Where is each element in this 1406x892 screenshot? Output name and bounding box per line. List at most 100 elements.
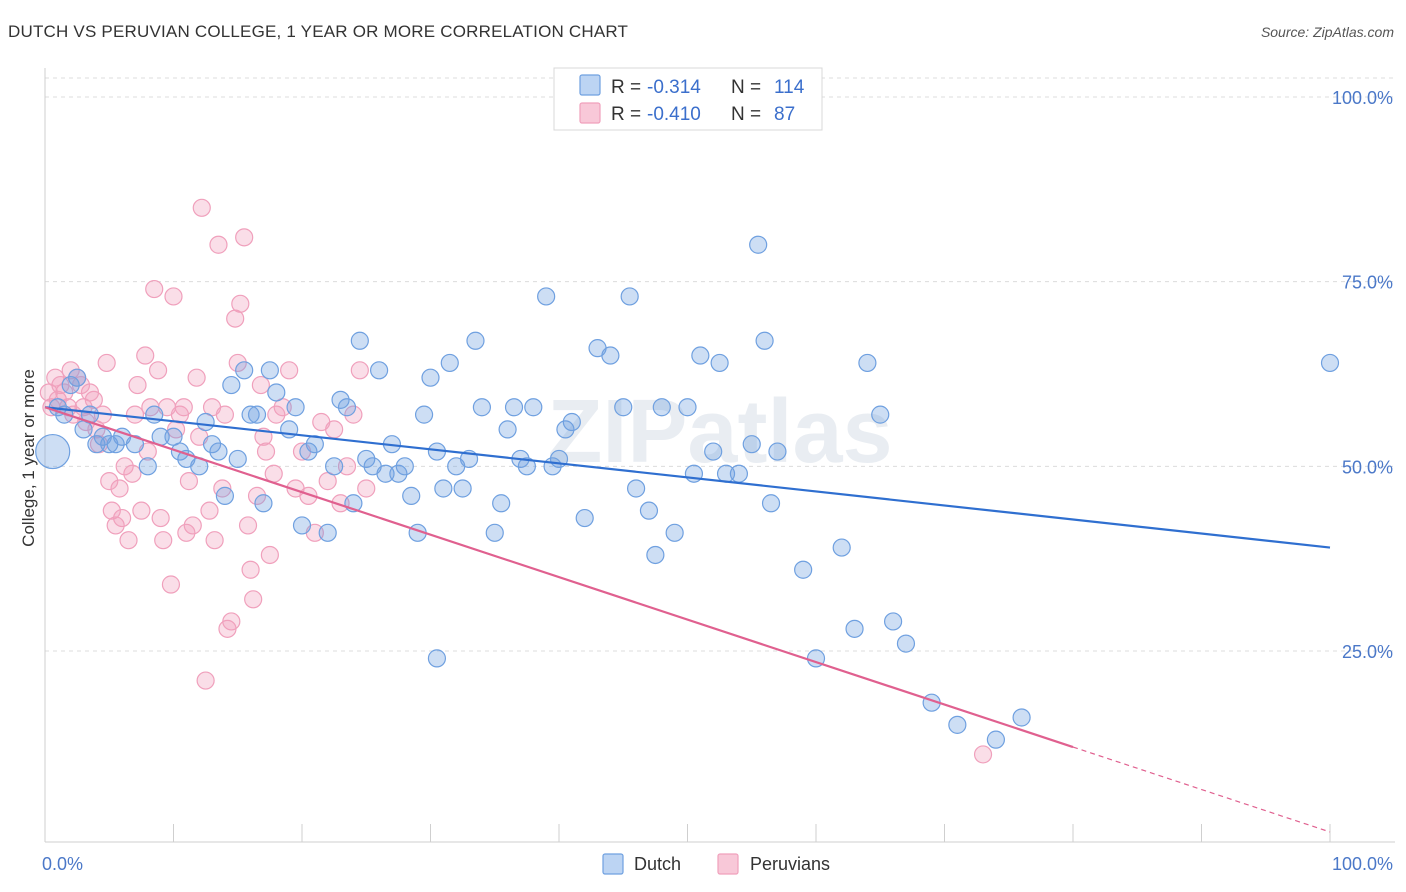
peruvian-point <box>148 361 168 380</box>
legend-dutch-r-label: R = <box>611 77 641 98</box>
peruvian-point <box>267 405 286 424</box>
peruvian-point <box>247 486 267 505</box>
peruvian-point <box>110 479 129 498</box>
peruvian-point <box>337 457 357 476</box>
peruvian-point <box>973 745 993 764</box>
dutch-point <box>620 287 639 306</box>
dutch-point <box>370 361 389 380</box>
peruvian-point <box>205 531 224 550</box>
dutch-point <box>222 375 241 395</box>
dutch-point <box>742 435 761 454</box>
dutch-point <box>652 398 671 417</box>
dutch-point <box>639 501 659 520</box>
dutch-point <box>241 405 260 424</box>
legend-peruvian-r-label: R = <box>611 104 641 125</box>
dutch-point <box>228 449 247 469</box>
dutch-point <box>209 442 228 461</box>
dutch-point <box>626 479 646 498</box>
dutch-point <box>440 353 459 373</box>
peruvian-point <box>136 346 155 365</box>
peruvian-point <box>119 531 138 550</box>
dutch-point <box>331 390 350 409</box>
dutch-point <box>794 560 813 579</box>
peruvian-point <box>154 531 173 550</box>
dutch-point <box>858 353 877 373</box>
peruvian-point <box>238 516 258 535</box>
dutch-point <box>125 435 145 454</box>
peruvian-point <box>280 361 299 380</box>
chart-title: DUTCH VS PERUVIAN COLLEGE, 1 YEAR OR MOR… <box>8 22 629 41</box>
dutch-point <box>845 619 864 638</box>
dutch-point <box>267 383 286 402</box>
peruvian-point <box>174 398 193 417</box>
dutch-point <box>292 516 312 535</box>
dutch-point <box>504 398 524 417</box>
dutch-point <box>35 433 71 470</box>
peruvian-point <box>102 501 121 520</box>
peruvian-point <box>128 375 147 395</box>
dutch-point <box>472 398 491 417</box>
peruvian-point <box>231 294 250 313</box>
peruvian-point <box>209 235 228 254</box>
legend-peruvian-n: 87 <box>774 104 795 125</box>
peruvian-point <box>187 368 206 387</box>
dutch-point <box>247 405 267 424</box>
dutch-point <box>1012 708 1031 727</box>
bottom-legend-dutch-swatch <box>602 853 624 875</box>
x-tick-labels: 0.0% 100.0% <box>42 854 1393 874</box>
legend-dutch-n-label: N = <box>731 77 761 98</box>
peruvian-point <box>350 361 369 380</box>
dutch-point <box>453 479 472 498</box>
x-tick-label: 100.0% <box>1332 854 1393 874</box>
peruvian-point <box>179 472 199 491</box>
dutch-point <box>434 479 453 498</box>
dutch-point <box>883 612 903 631</box>
dutch-point <box>562 412 581 432</box>
dutch-point <box>871 405 890 424</box>
dutch-point <box>646 545 665 565</box>
dutch-point <box>350 331 369 350</box>
dutch-point <box>537 287 556 306</box>
dutch-point <box>389 464 408 483</box>
peruvian-point <box>183 516 202 535</box>
peruvian-point <box>215 405 234 424</box>
dutch-point <box>517 457 536 476</box>
dutch-point <box>215 486 234 505</box>
peruvian-point <box>256 442 276 461</box>
dutch-point <box>106 435 125 454</box>
peruvian-point <box>161 575 181 594</box>
dutch-point <box>768 442 787 461</box>
dutch-point <box>395 457 414 476</box>
dutch-point <box>761 494 781 513</box>
dutch-point <box>421 368 440 387</box>
peruvian-point <box>196 671 215 690</box>
dutch-point <box>235 361 254 380</box>
dutch-point <box>318 523 337 542</box>
y-axis-label: College, 1 year or more <box>19 369 38 547</box>
dutch-point <box>286 398 305 417</box>
dutch-point <box>948 715 967 734</box>
legend-peruvian-r: -0.410 <box>647 104 701 125</box>
legend-dutch-r: -0.314 <box>647 77 701 98</box>
peruvian-point <box>264 464 283 483</box>
dutch-point <box>61 375 80 395</box>
y-tick-labels: 25.0% 50.0% 75.0% 100.0% <box>1332 88 1393 662</box>
dutch-points <box>35 235 1340 749</box>
peruvian-point <box>97 353 116 373</box>
dutch-point <box>556 420 575 439</box>
dutch-point <box>87 435 106 454</box>
bottom-legend: Dutch Peruvians <box>602 853 830 875</box>
watermark: ZIPatlas <box>547 382 892 482</box>
peruvian-point <box>325 420 344 439</box>
peruvian-point <box>222 612 241 631</box>
y-tick-label: 75.0% <box>1342 273 1393 293</box>
peruvian-point <box>112 508 132 528</box>
legend-dutch-n: 114 <box>774 77 805 98</box>
dutch-point <box>68 368 87 387</box>
bottom-legend-peruvian-swatch <box>717 853 739 875</box>
axes <box>44 68 1395 843</box>
legend-dutch-swatch <box>579 74 601 96</box>
peruvian-point <box>125 405 145 424</box>
dutch-point <box>986 730 1006 749</box>
peruvian-point <box>200 501 219 520</box>
